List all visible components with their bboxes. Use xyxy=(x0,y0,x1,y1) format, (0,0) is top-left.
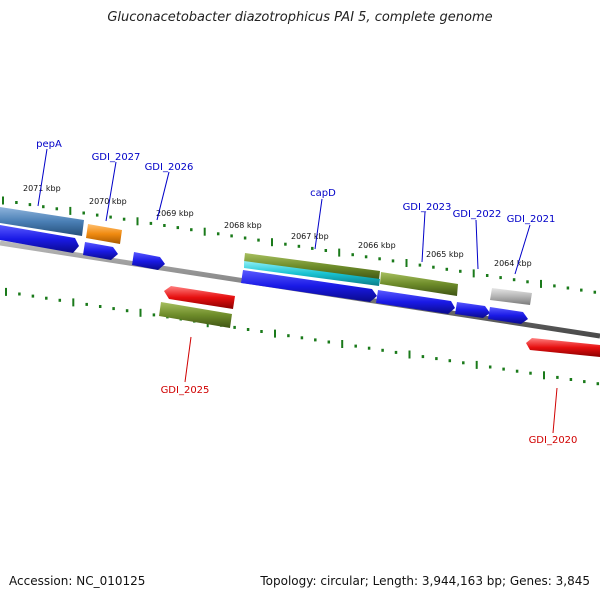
gene-label-pepA[interactable]: pepA xyxy=(36,139,62,150)
gene-label-leaders xyxy=(37,148,558,434)
gene-label-GDI_2021[interactable]: GDI_2021 xyxy=(507,214,556,225)
gene-label-GDI_2025[interactable]: GDI_2025 xyxy=(161,385,210,396)
kbp-label: 2067 kbp xyxy=(291,232,329,241)
reverse-red-gene-1[interactable] xyxy=(164,286,235,309)
GDI_2020-leader xyxy=(552,387,558,434)
GDI_2026-leader xyxy=(156,171,170,221)
kbp-label: 2064 kbp xyxy=(494,259,532,268)
gene-label-GDI_2027[interactable]: GDI_2027 xyxy=(92,152,141,163)
forward-tick-track xyxy=(2,196,597,294)
forward-genes xyxy=(0,207,532,324)
GDI_2025-leader xyxy=(184,336,192,383)
kbp-label: 2071 kbp xyxy=(23,184,61,193)
GDI_2027-leader xyxy=(105,161,117,222)
forward-blue-gene-2[interactable] xyxy=(83,242,118,260)
capD-cyan-segment[interactable] xyxy=(244,261,380,286)
gene-label-GDI_2026[interactable]: GDI_2026 xyxy=(145,162,194,173)
kbp-label: 2068 kbp xyxy=(224,221,262,230)
GDI_2027-gene[interactable] xyxy=(86,224,122,244)
GDI_2023-leader xyxy=(421,211,426,263)
gene-labels: pepA GDI_2027 GDI_2026 capD GDI_2023 GDI… xyxy=(36,139,577,446)
gene-label-capD[interactable]: capD xyxy=(310,188,336,199)
forward-blue-gene-3[interactable] xyxy=(241,270,377,302)
GDI_2020-gene[interactable] xyxy=(526,338,600,357)
GDI_2021-leader xyxy=(514,224,531,275)
kbp-scale: 2071 kbp 2070 kbp 2069 kbp 2068 kbp 2067… xyxy=(23,184,532,268)
pepA-gene[interactable] xyxy=(0,207,84,236)
capD-leader xyxy=(314,198,323,250)
gene-label-GDI_2020[interactable]: GDI_2020 xyxy=(529,435,578,446)
accession-text: Accession: NC_010125 xyxy=(9,574,146,588)
genome-summary-text: Topology: circular; Length: 3,944,163 bp… xyxy=(260,574,590,588)
kbp-label: 2066 kbp xyxy=(358,241,396,250)
kbp-label: 2065 kbp xyxy=(426,250,464,259)
reverse-genes xyxy=(159,286,600,357)
forward-blue-gene-5[interactable] xyxy=(488,307,528,324)
capD-gene[interactable] xyxy=(244,253,380,280)
gene-label-GDI_2023[interactable]: GDI_2023 xyxy=(403,202,452,213)
GDI_2021-gene[interactable] xyxy=(490,288,532,305)
GDI_2023-gene[interactable] xyxy=(380,272,458,296)
gene-label-GDI_2022[interactable]: GDI_2022 xyxy=(453,209,502,220)
forward-blue-gene-4[interactable] xyxy=(376,290,455,314)
map-title: Gluconacetobacter diazotrophicus PAI 5, … xyxy=(107,10,493,25)
forward-blue-gene-1[interactable] xyxy=(0,225,79,253)
kbp-label: 2070 kbp xyxy=(89,197,127,206)
GDI_2026-gene[interactable] xyxy=(132,252,165,270)
reverse-tick-track xyxy=(5,287,600,386)
GDI_2025-gene[interactable] xyxy=(159,302,232,328)
GDI_2022-leader xyxy=(475,219,479,270)
pepA-leader xyxy=(37,148,48,207)
kbp-label: 2069 kbp xyxy=(156,209,194,218)
GDI_2022-gene[interactable] xyxy=(455,302,490,318)
